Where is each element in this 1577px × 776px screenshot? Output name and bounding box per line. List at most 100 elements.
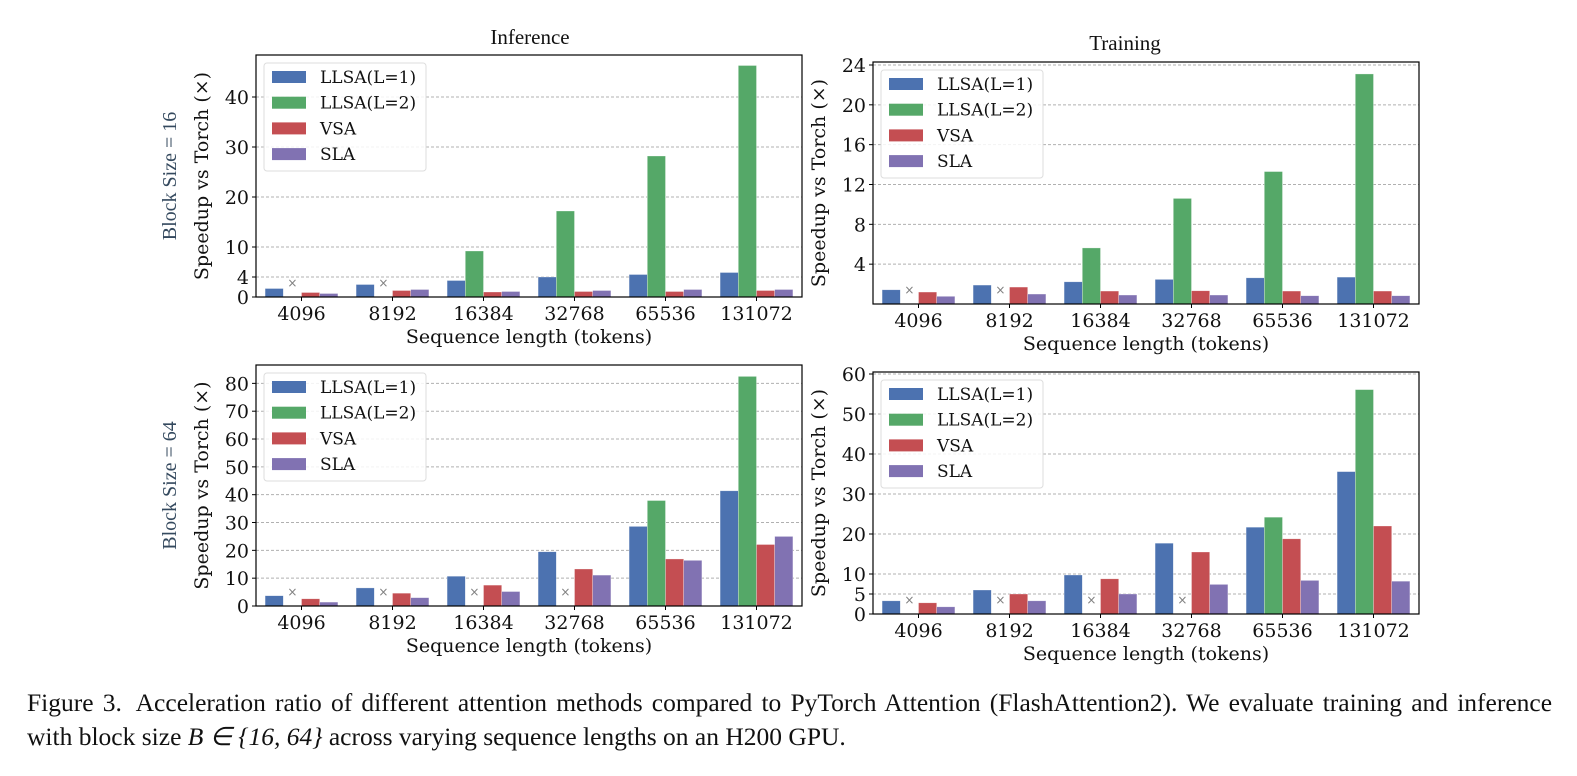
bar-llsa-l-2- — [1082, 247, 1101, 305]
x-tick-label: 4096 — [277, 303, 325, 325]
legend-label: VSA — [936, 126, 974, 146]
x-axis-label: Sequence length (tokens) — [406, 326, 652, 348]
bar-sla — [683, 289, 703, 298]
y-tick-label: 20 — [225, 187, 249, 209]
bar-llsa-l-2- — [1355, 73, 1374, 305]
legend-swatch — [272, 458, 306, 471]
legend-box — [263, 372, 427, 482]
bar-llsa-l-1- — [628, 526, 648, 607]
bar-llsa-l-1- — [446, 280, 466, 298]
legend-label: LLSA(L=2) — [320, 94, 416, 114]
caption-line1: Acceleration ratio of different attentio… — [135, 688, 1449, 717]
y-tick-label: 20 — [225, 540, 249, 562]
bar-llsa-l-1- — [1154, 542, 1174, 615]
legend-swatch — [889, 155, 923, 168]
y-tick-label: 20 — [842, 524, 866, 546]
legend-swatch — [272, 71, 306, 83]
bar-sla — [1391, 295, 1411, 305]
missing-marker: × — [287, 585, 297, 599]
legend-label: LLSA(L=1) — [320, 68, 416, 88]
x-tick-label: 16384 — [1070, 620, 1130, 642]
x-tick-label: 65536 — [635, 303, 695, 325]
legend-label: VSA — [319, 429, 357, 449]
y-axis-label: Speedup vs Torch (×) — [808, 389, 830, 597]
x-tick-label: 65536 — [1252, 310, 1312, 332]
bar-llsa-l-1- — [355, 587, 375, 607]
y-tick-label: 0 — [854, 604, 866, 626]
y-tick-label: 40 — [225, 485, 249, 507]
bar-llsa-l-1- — [1245, 277, 1265, 305]
bar-sla — [774, 289, 794, 298]
bar-vsa — [756, 290, 776, 298]
bar-llsa-l-1- — [1336, 276, 1356, 305]
bar-llsa-l-2- — [1264, 171, 1283, 305]
x-tick-label: 16384 — [453, 303, 513, 325]
bar-llsa-l-1- — [537, 551, 557, 607]
y-tick-label: 30 — [225, 513, 249, 535]
bar-llsa-l-1- — [446, 575, 466, 607]
bar-sla — [410, 597, 430, 607]
bar-vsa — [392, 290, 412, 298]
bar-sla — [1027, 293, 1047, 305]
bar-llsa-l-2- — [555, 210, 575, 298]
bar-llsa-l-2- — [1173, 198, 1192, 305]
bar-sla — [501, 291, 521, 298]
legend-swatch — [272, 96, 306, 109]
x-tick-label: 8192 — [985, 310, 1033, 332]
x-tick-label: 8192 — [368, 612, 416, 634]
bar-vsa — [1282, 290, 1302, 305]
bar-vsa — [1100, 578, 1120, 615]
bar-sla — [1118, 294, 1138, 305]
bar-llsa-l-1- — [719, 272, 739, 298]
y-tick-label: 16 — [842, 135, 866, 157]
chart-panel-2: × 4096 × 8192 × 16384 × 32768 65536 131072 0 10 20 30… — [159, 364, 803, 657]
bar-vsa — [1100, 290, 1120, 305]
bar-vsa — [918, 291, 938, 305]
plot-frame — [255, 364, 803, 607]
bar-vsa — [574, 291, 594, 298]
missing-marker: × — [378, 276, 388, 290]
missing-marker: × — [904, 593, 914, 607]
legend-label: LLSA(L=2) — [937, 101, 1033, 121]
bar-vsa — [1009, 593, 1029, 615]
legend-swatch — [272, 148, 306, 161]
y-tick-label: 5 — [854, 584, 866, 606]
y-tick-label: 10 — [225, 237, 249, 259]
x-tick-label: 65536 — [635, 612, 695, 634]
bar-vsa — [1191, 290, 1211, 305]
bar-vsa — [1009, 286, 1029, 305]
y-tick-label: 60 — [225, 429, 249, 451]
y-axis-label: Speedup vs Torch (×) — [191, 72, 213, 280]
bar-llsa-l-1- — [1154, 279, 1174, 305]
missing-marker: × — [1177, 593, 1187, 607]
missing-marker: × — [995, 593, 1005, 607]
bar-llsa-l-1- — [264, 595, 284, 607]
bar-vsa — [1373, 290, 1393, 305]
bar-sla — [501, 591, 521, 607]
y-tick-label: 50 — [225, 457, 249, 479]
caption-math: B ∈ {16, 64} — [187, 722, 323, 751]
bar-sla — [592, 574, 612, 607]
x-tick-label: 8192 — [985, 620, 1033, 642]
x-tick-label: 131072 — [720, 612, 793, 634]
legend-label: SLA — [320, 455, 356, 475]
y-tick-label: 50 — [842, 404, 866, 426]
x-tick-label: 32768 — [544, 612, 604, 634]
y-tick-label: 8 — [854, 214, 866, 236]
bar-llsa-l-1- — [1063, 281, 1083, 305]
legend-label: LLSA(L=2) — [937, 411, 1033, 431]
y-tick-label: 10 — [842, 564, 866, 586]
bar-sla — [683, 560, 703, 607]
x-tick-label: 131072 — [1337, 620, 1410, 642]
x-axis-label: Sequence length (tokens) — [1023, 333, 1269, 355]
bar-llsa-l-2- — [464, 250, 484, 298]
bar-vsa — [1282, 538, 1302, 615]
bar-sla — [592, 290, 612, 298]
bar-llsa-l-2- — [737, 65, 757, 298]
bar-llsa-l-2- — [1355, 389, 1374, 615]
legend-swatch — [272, 381, 306, 393]
bar-sla — [1118, 593, 1138, 615]
plot-frame — [872, 61, 1420, 305]
bar-llsa-l-2- — [1264, 516, 1283, 615]
